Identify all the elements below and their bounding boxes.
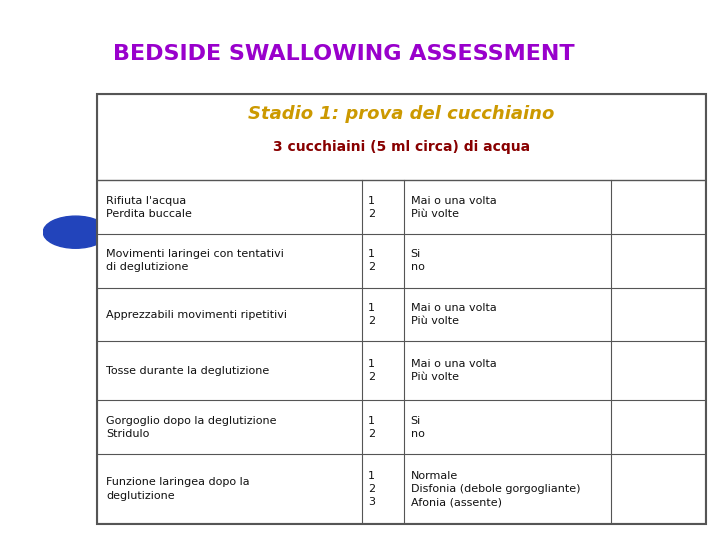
FancyBboxPatch shape [97, 94, 706, 524]
Text: 1
2: 1 2 [368, 195, 375, 219]
Text: Gorgoglio dopo la deglutizione
Stridulo: Gorgoglio dopo la deglutizione Stridulo [107, 416, 276, 439]
FancyBboxPatch shape [75, 0, 178, 174]
Text: Tosse durante la deglutizione: Tosse durante la deglutizione [107, 366, 269, 376]
Text: Rifiuta l'acqua
Perdita buccale: Rifiuta l'acqua Perdita buccale [107, 195, 192, 219]
Text: Si
no: Si no [410, 249, 424, 273]
Text: Stadio 1: prova del cucchiaino: Stadio 1: prova del cucchiaino [248, 105, 554, 123]
Text: 1
2: 1 2 [368, 359, 375, 382]
Text: Mai o una volta
Più volte: Mai o una volta Più volte [410, 195, 496, 219]
Ellipse shape [43, 216, 108, 248]
Text: Mai o una volta
Più volte: Mai o una volta Più volte [410, 359, 496, 382]
Text: BEDSIDE SWALLOWING ASSESSMENT: BEDSIDE SWALLOWING ASSESSMENT [113, 44, 575, 64]
Text: Mai o una volta
Più volte: Mai o una volta Più volte [410, 303, 496, 326]
Text: Normale
Disfonia (debole gorgogliante)
Afonia (assente): Normale Disfonia (debole gorgogliante) A… [410, 471, 580, 507]
Text: 1
2: 1 2 [368, 303, 375, 326]
Text: Funzione laringea dopo la
deglutizione: Funzione laringea dopo la deglutizione [107, 477, 250, 501]
Text: Movimenti laringei con tentativi
di deglutizione: Movimenti laringei con tentativi di degl… [107, 249, 284, 273]
Text: Si
no: Si no [410, 416, 424, 439]
Text: 1
2
3: 1 2 3 [368, 471, 375, 507]
Text: Apprezzabili movimenti ripetitivi: Apprezzabili movimenti ripetitivi [107, 309, 287, 320]
Text: 3 cucchiaini (5 ml circa) di acqua: 3 cucchiaini (5 ml circa) di acqua [273, 139, 530, 153]
Text: 1
2: 1 2 [368, 416, 375, 439]
Text: 1
2: 1 2 [368, 249, 375, 273]
